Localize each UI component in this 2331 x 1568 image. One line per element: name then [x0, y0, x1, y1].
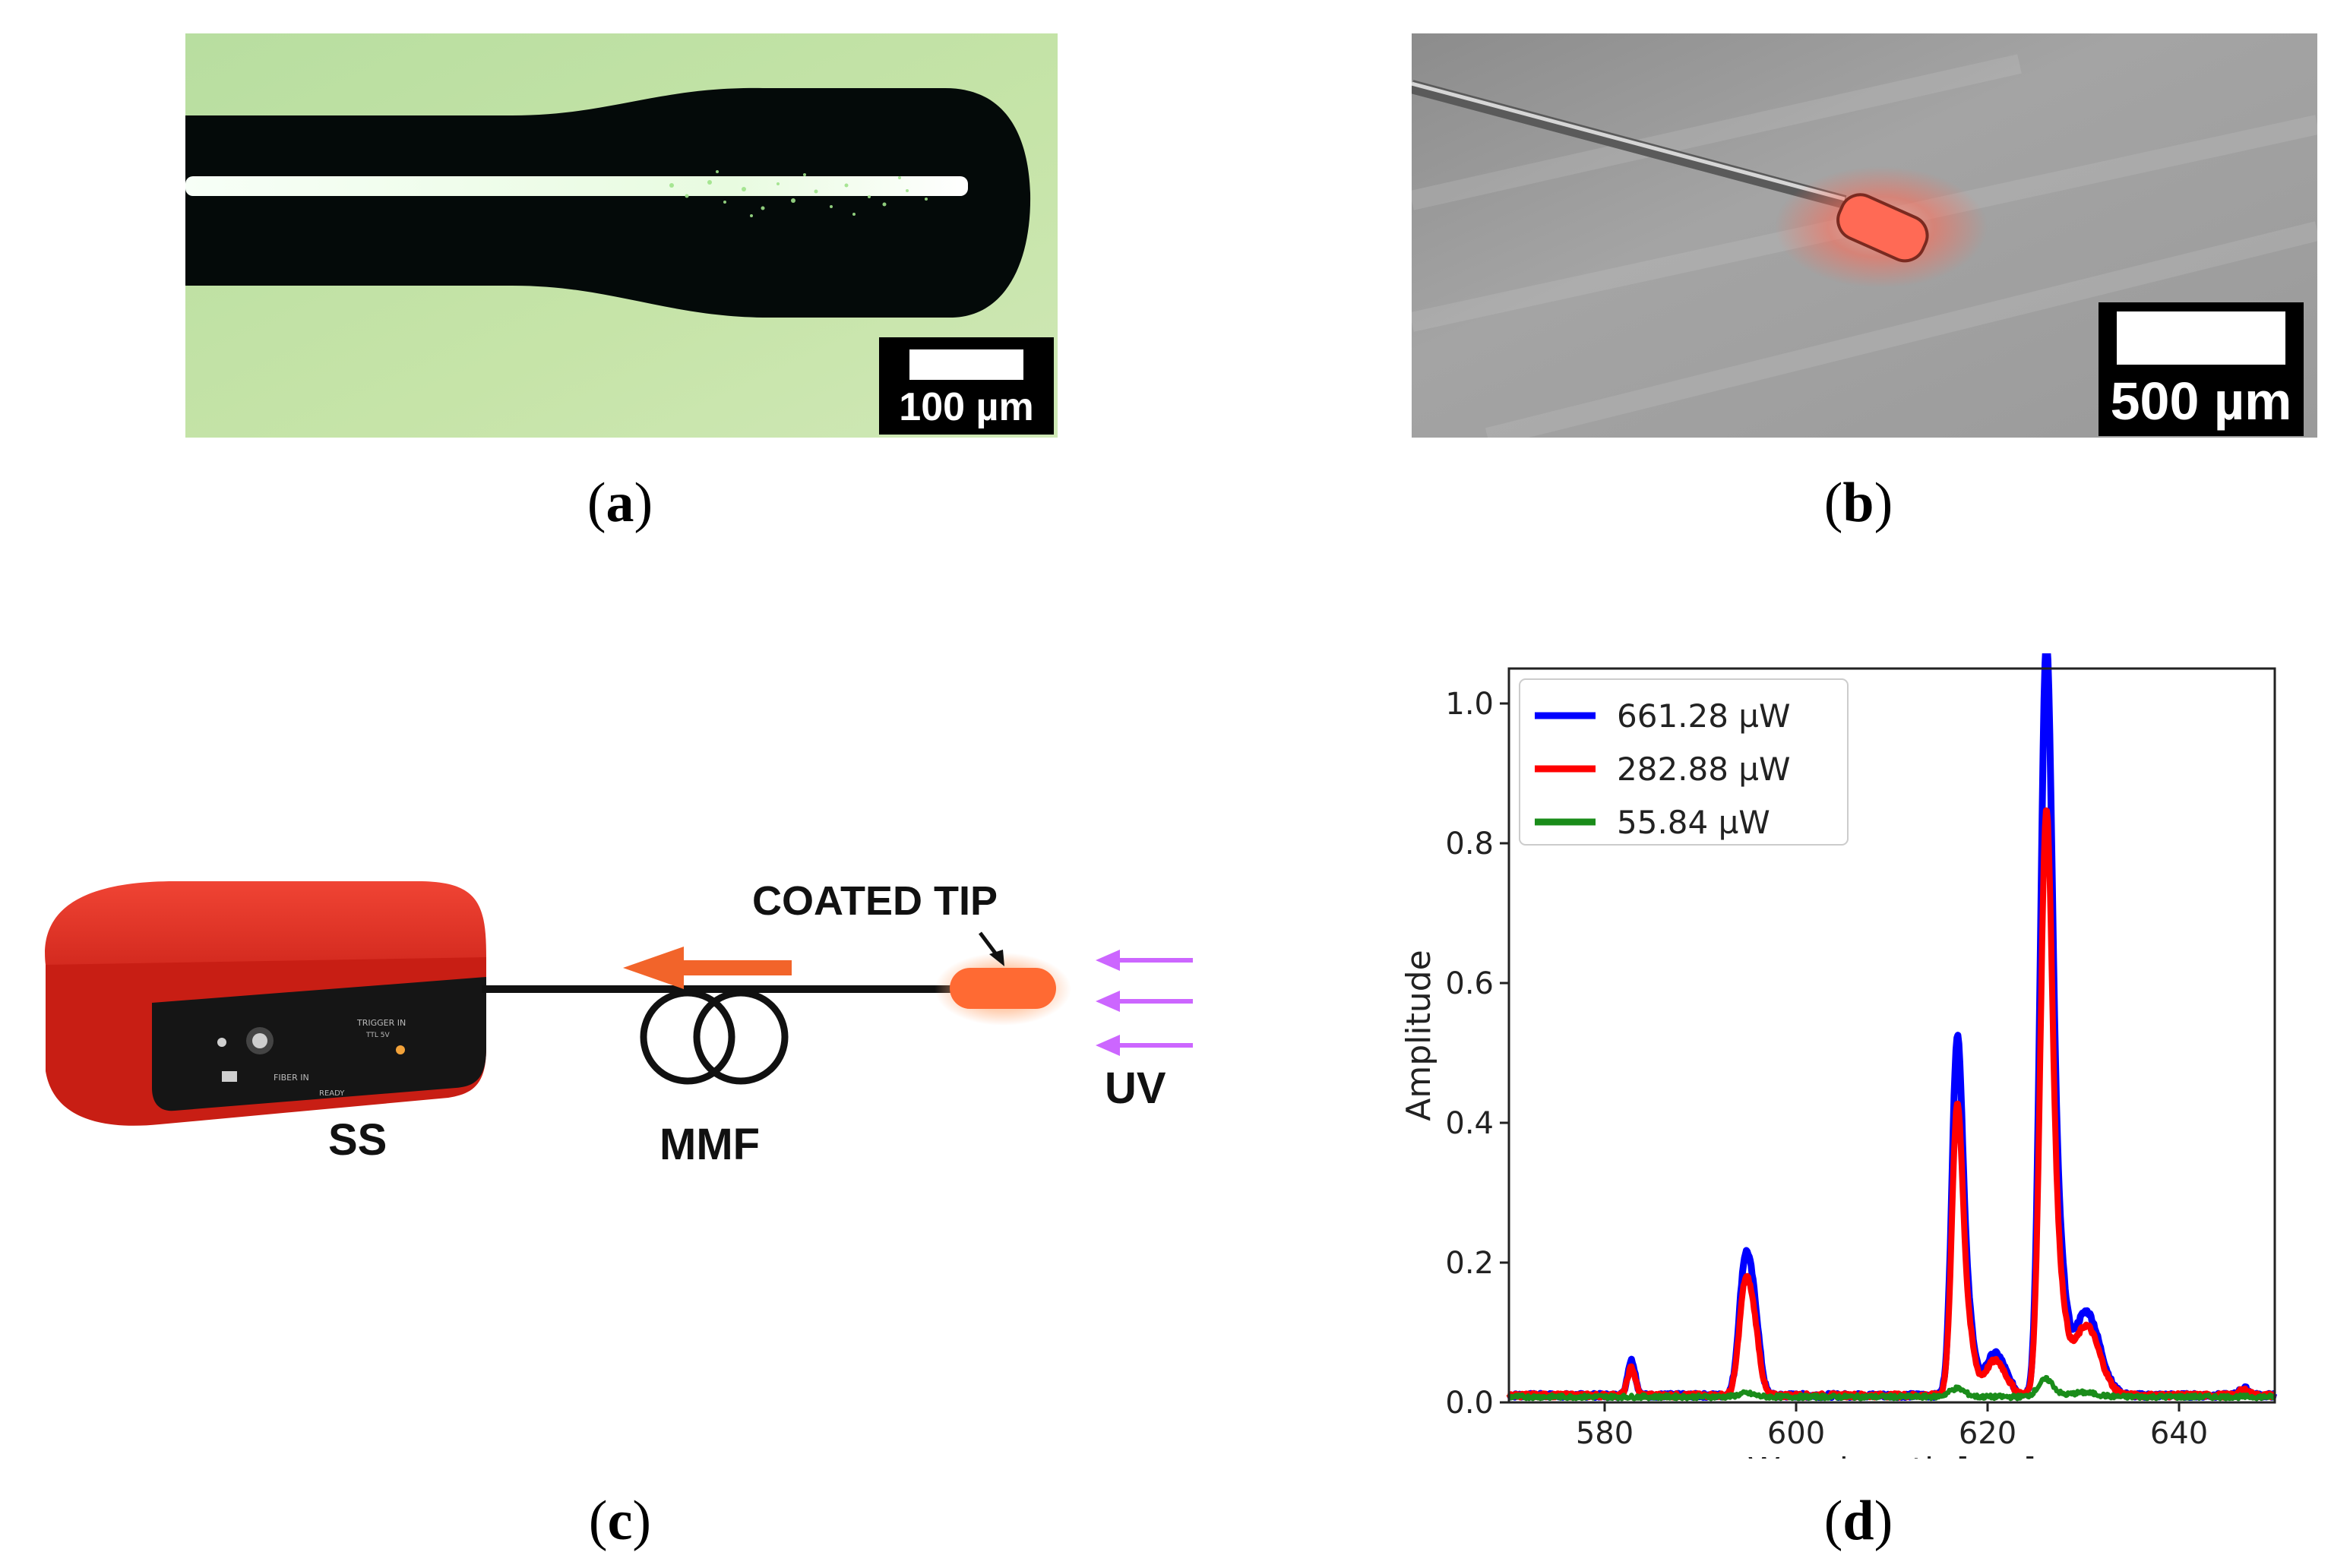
- chart-legend: 661.28 µW 282.88 µW 55.84 µW: [1519, 678, 1849, 846]
- caption-a: (a): [587, 472, 653, 534]
- mmf-label: MMF: [659, 1120, 760, 1169]
- legend-entry: 55.84 µW: [1617, 804, 1770, 841]
- y-tick-label: 1.0: [1445, 687, 1494, 722]
- spectrometer-device: FIBER IN TRIGGER IN TTL 5V READY: [45, 881, 487, 1126]
- panel-a-micrograph: 100 µm: [185, 33, 1058, 438]
- x-tick-label: 620: [1959, 1416, 2016, 1451]
- y-tick-label: 0.8: [1445, 827, 1494, 861]
- panel-d-chart: 580 600 620 640 0.0 0.2 0.4 0.6 0.8 1.0 661.28 µW…: [1398, 639, 2310, 1490]
- coated-tip-diagram: [950, 968, 1056, 1009]
- y-tick-label: 0.4: [1445, 1106, 1494, 1141]
- series-line-2: [1506, 807, 2277, 1401]
- caption-c: (c): [588, 1490, 652, 1552]
- signal-arrow: [623, 947, 792, 989]
- plot-frame: [1507, 667, 2276, 1404]
- scale-label-a: 100 µm: [899, 385, 1034, 429]
- port-ttl-label: TTL 5V: [365, 1032, 390, 1039]
- y-tick-label: 0.0: [1445, 1386, 1494, 1421]
- caption-b: (b): [1823, 472, 1893, 534]
- port-trigger-label: TRIGGER IN: [356, 1018, 406, 1028]
- port-fiber-label: FIBER IN: [274, 1073, 309, 1083]
- y-tick-label: 0.2: [1445, 1246, 1494, 1281]
- emission-spectrum-chart: 580 600 620 640 0.0 0.2 0.4 0.6 0.8 1.0 661.28 µW…: [1400, 639, 2278, 1490]
- series-layer: [1506, 639, 2278, 1402]
- series-line-3: [1507, 1374, 2277, 1402]
- setup-diagram: FIBER IN TRIGGER IN TTL 5V READY: [45, 878, 1193, 1169]
- fiber-coil: [640, 989, 789, 1085]
- legend-box: [1519, 678, 1849, 846]
- ss-label: SS: [328, 1115, 387, 1165]
- axes-layer: 580 600 620 640 0.0 0.2 0.4 0.6 0.8 1.0: [1445, 667, 2276, 1451]
- coated-tip-photo: [1409, 33, 2320, 447]
- legend-entry: 661.28 µW: [1617, 697, 1791, 735]
- fiber-body: [185, 87, 1031, 318]
- fiber-line: [1409, 80, 1847, 209]
- scale-bar-a: [909, 349, 1023, 380]
- scale-bar-box-a: 100 µm: [879, 337, 1054, 435]
- port-ready-label: READY: [319, 1089, 345, 1098]
- coated-tip: [1836, 193, 1929, 263]
- x-tick-label: 640: [2150, 1416, 2208, 1451]
- panel-c-setup-diagram: FIBER IN TRIGGER IN TTL 5V READY: [23, 820, 1254, 1246]
- fiber-tip-micrograph: [185, 33, 1058, 438]
- x-tick-label: 600: [1767, 1416, 1825, 1451]
- uv-arrows: [1111, 958, 1193, 1048]
- scale-bar-box-b: 500 µm: [2099, 302, 2304, 436]
- legend-entry: 282.88 µW: [1617, 751, 1791, 788]
- coated-tip-label: COATED TIP: [752, 878, 998, 924]
- scale-label-b: 500 µm: [2110, 371, 2292, 431]
- y-axis-label: Amplitude: [1400, 950, 1438, 1121]
- y-tick-label: 0.6: [1445, 966, 1494, 1001]
- caption-d: (d): [1823, 1490, 1893, 1552]
- x-tick-label: 580: [1576, 1416, 1634, 1451]
- fiber-core: [185, 176, 968, 196]
- panel-b-photo: 500 µm: [1409, 33, 2320, 447]
- x-axis-label: Wavelength [nm]: [1747, 1451, 2036, 1459]
- scale-bar-b: [2117, 311, 2285, 365]
- uv-label: UV: [1105, 1064, 1166, 1113]
